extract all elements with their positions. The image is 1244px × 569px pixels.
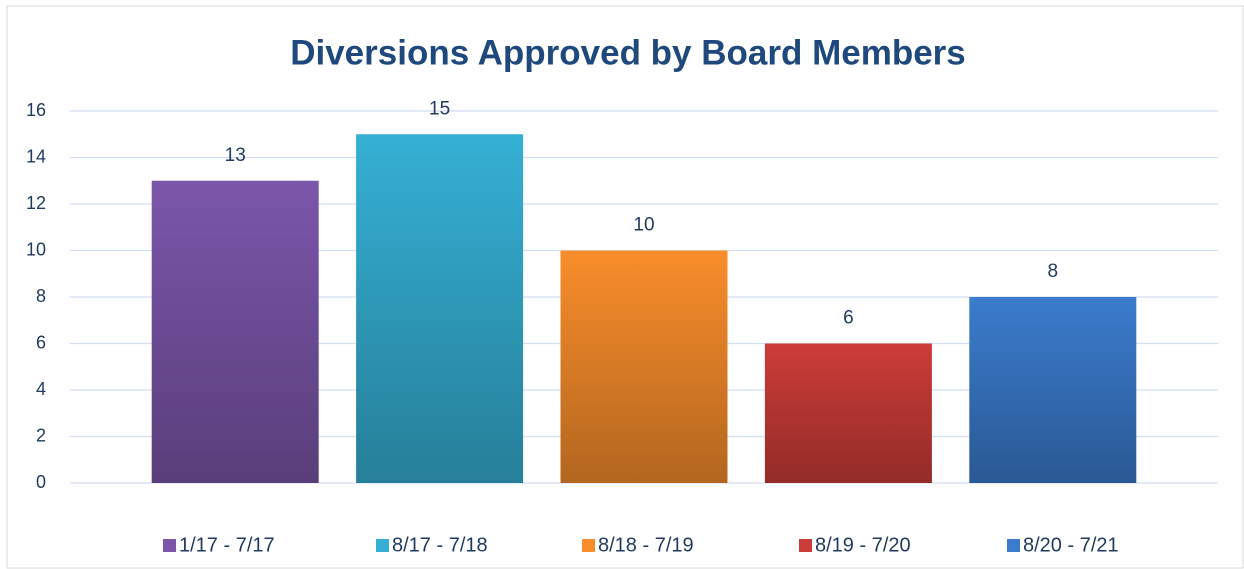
y-tick-label: 16 bbox=[26, 100, 46, 120]
legend-swatch bbox=[1007, 539, 1020, 552]
chart-title: Diversions Approved by Board Members bbox=[290, 33, 966, 72]
legend-swatch bbox=[582, 539, 595, 552]
legend-swatch bbox=[376, 539, 389, 552]
bar bbox=[969, 297, 1137, 483]
y-tick-label: 6 bbox=[36, 332, 46, 352]
y-tick-label: 10 bbox=[26, 239, 46, 259]
legend-label: 8/18 - 7/19 bbox=[598, 534, 694, 556]
bar bbox=[151, 180, 319, 483]
y-tick-label: 2 bbox=[36, 425, 46, 445]
legend-label: 1/17 - 7/17 bbox=[179, 534, 275, 556]
bar bbox=[356, 134, 524, 483]
legend-label: 8/17 - 7/18 bbox=[392, 534, 488, 556]
y-tick-label: 14 bbox=[26, 146, 46, 166]
legend-label: 8/19 - 7/20 bbox=[815, 534, 911, 556]
data-label: 6 bbox=[843, 308, 854, 329]
bar bbox=[560, 250, 728, 483]
legend-swatch bbox=[163, 539, 176, 552]
data-label: 15 bbox=[429, 98, 450, 119]
y-tick-label: 0 bbox=[36, 472, 46, 492]
legend-swatch bbox=[799, 539, 812, 552]
legend-label: 8/20 - 7/21 bbox=[1023, 534, 1119, 556]
bar bbox=[764, 343, 932, 483]
data-label: 10 bbox=[633, 215, 654, 236]
y-tick-label: 8 bbox=[36, 286, 46, 306]
y-tick-label: 4 bbox=[36, 379, 46, 399]
y-tick-label: 12 bbox=[26, 193, 46, 213]
data-label: 13 bbox=[225, 145, 246, 166]
data-label: 8 bbox=[1048, 261, 1059, 282]
